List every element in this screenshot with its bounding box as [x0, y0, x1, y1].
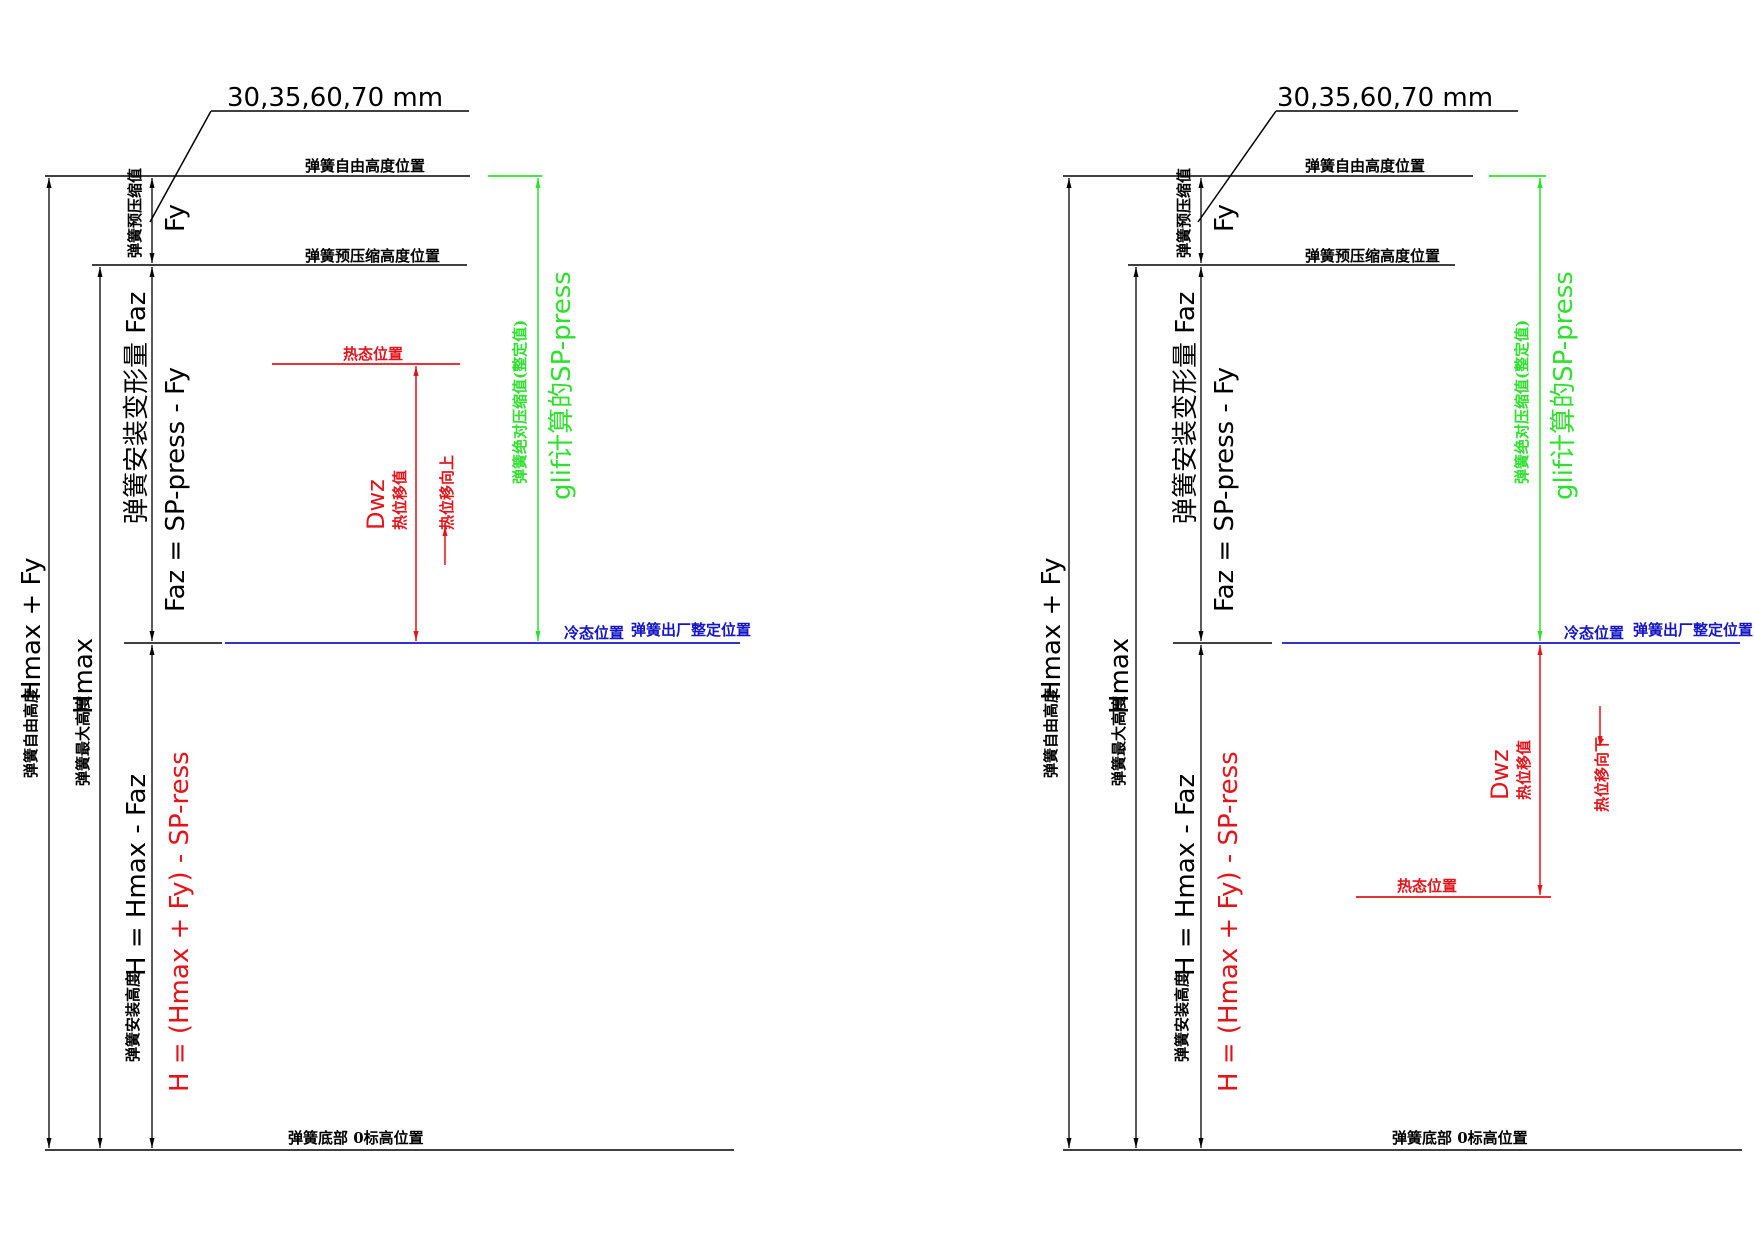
diagram-left: 30,35,60,70 mm 弹簧自由高度位置 弹簧预压缩高度位置 冷态位置 弹…	[17, 83, 751, 1151]
hot-position-label: 热态位置	[343, 345, 403, 363]
cold-position-label: 冷态位置	[564, 624, 624, 642]
max-height-label: 弹簧最大高度	[74, 695, 92, 786]
install-height-formula: H = Hmax - Faz	[122, 774, 152, 976]
install-height-red-formula: H = (Hmax + Fy) - SP-ress	[1214, 751, 1244, 1092]
abs-compress-label: 弹簧绝对压缩值(整定值)	[511, 320, 529, 484]
glif-sp-press-label: glif计算的SP-press	[547, 271, 577, 500]
preload-value-label: 弹簧预压缩值	[1175, 168, 1193, 258]
hot-disp-value-label: 热位移值	[391, 470, 409, 530]
hot-disp-value-label: 热位移值	[1515, 740, 1533, 800]
free-height-formula: Hmax + Fy	[1037, 558, 1067, 700]
hot-disp-direction-label: 热位移向下	[1593, 737, 1611, 812]
preload-position-label: 弹簧预压缩高度位置	[305, 247, 440, 265]
free-height-label: 弹簧自由高度	[22, 687, 40, 778]
dwz-label: Dwz	[362, 479, 390, 530]
fy-label: Fy	[161, 204, 191, 232]
free-height-formula: Hmax + Fy	[17, 558, 47, 700]
glif-sp-press-label: glif计算的SP-press	[1549, 271, 1579, 500]
preload-position-label: 弹簧预压缩高度位置	[1305, 247, 1440, 265]
callout-right: 30,35,60,70 mm	[1197, 83, 1518, 223]
callout-dimensions: 30,35,60,70 mm	[1277, 83, 1493, 113]
hot-position-label: 热态位置	[1397, 877, 1457, 895]
abs-compress-label: 弹簧绝对压缩值(整定值)	[1513, 320, 1531, 484]
max-height-label: 弹簧最大高度	[1110, 695, 1128, 786]
install-deform-label: 弹簧安装变形量 Faz	[1171, 292, 1201, 524]
install-height-formula: H = Hmax - Faz	[1171, 774, 1201, 976]
preload-value-label: 弹簧预压缩值	[126, 168, 144, 258]
hot-disp-direction-label: 热位移向上	[438, 455, 456, 530]
free-height-position-label: 弹簧自由高度位置	[1305, 157, 1425, 175]
bottom-zero-label: 弹簧底部 0标高位置	[1392, 1129, 1528, 1147]
faz-formula: Faz = SP-press - Fy	[161, 367, 191, 612]
install-height-label: 弹簧安装高度	[124, 971, 142, 1062]
free-height-label: 弹簧自由高度	[1042, 687, 1060, 778]
free-height-position-label: 弹簧自由高度位置	[305, 157, 425, 175]
install-deform-label: 弹簧安装变形量 Faz	[122, 292, 152, 524]
diagram-right: 30,35,60,70 mm 弹簧自由高度位置 弹簧预压缩高度位置 冷态位置 弹…	[1037, 83, 1753, 1151]
install-height-red-formula: H = (Hmax + Fy) - SP-ress	[165, 751, 195, 1092]
bottom-zero-label: 弹簧底部 0标高位置	[288, 1129, 424, 1147]
install-height-label: 弹簧安装高度	[1173, 971, 1191, 1062]
dwz-label: Dwz	[1486, 749, 1514, 800]
callout-dimensions: 30,35,60,70 mm	[227, 83, 443, 113]
max-height-value: Hmax	[1105, 638, 1135, 714]
factory-position-label: 弹簧出厂整定位置	[1633, 621, 1753, 639]
fy-label: Fy	[1210, 204, 1240, 232]
factory-position-label: 弹簧出厂整定位置	[631, 621, 751, 639]
cold-position-label: 冷态位置	[1564, 624, 1624, 642]
callout-left: 30,35,60,70 mm	[149, 83, 469, 223]
max-height-value: Hmax	[69, 638, 99, 714]
faz-formula: Faz = SP-press - Fy	[1210, 367, 1240, 612]
